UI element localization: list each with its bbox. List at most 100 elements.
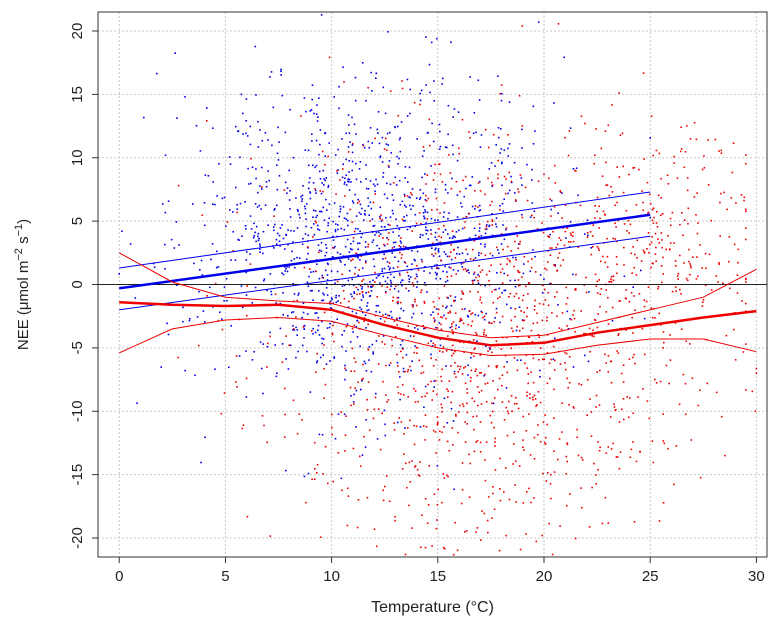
point-s0-c0-392 — [237, 238, 239, 241]
point-s0-c0-1118 — [251, 359, 254, 361]
point-s1-c0-492 — [494, 445, 496, 447]
point-s1-c1-22 — [689, 273, 691, 276]
point-s0-c0-929 — [216, 195, 218, 197]
point-s0-c0-137 — [309, 110, 312, 112]
point-s1-c0-407 — [438, 297, 441, 300]
point-s0-c0-784 — [419, 233, 422, 236]
point-s0-c0-187 — [286, 270, 289, 273]
point-s1-c0-348 — [455, 415, 457, 417]
point-s0-c0-1232 — [399, 246, 402, 248]
point-s0-c0-1198 — [234, 186, 237, 189]
point-s1-c1-129 — [662, 273, 664, 275]
point-s0-c0-581 — [164, 211, 167, 214]
point-s0-c0-507 — [521, 213, 523, 216]
point-s1-c0-685 — [314, 220, 317, 222]
point-s0-c0-672 — [447, 217, 449, 220]
point-s0-c0-445 — [554, 264, 556, 266]
point-s0-c0-728 — [532, 105, 535, 108]
point-s0-c0-415 — [424, 173, 426, 175]
point-s1-c0-401 — [396, 324, 398, 326]
point-s0-c0-359 — [541, 292, 544, 294]
point-s0-c0-226 — [447, 297, 449, 299]
point-s0-c0-431 — [312, 182, 315, 184]
point-s0-c0-662 — [495, 288, 497, 291]
point-s1-c0-517 — [460, 502, 463, 505]
point-s1-c0-469 — [302, 326, 305, 328]
point-s0-c0-714 — [478, 204, 481, 207]
point-s0-c0-1100 — [257, 239, 260, 242]
point-s0-c0-653 — [569, 127, 572, 129]
point-s1-c0-442 — [566, 227, 569, 229]
point-s0-c0-754 — [245, 132, 247, 135]
point-s0-c0-824 — [532, 249, 534, 251]
point-s0-c0-349 — [334, 245, 336, 248]
point-s1-c1-182 — [634, 253, 636, 256]
point-s0-c0-552 — [436, 465, 439, 467]
point-s1-c0-701 — [516, 235, 519, 237]
point-s0-c0-971 — [302, 185, 304, 187]
point-s0-c0-182 — [364, 214, 366, 216]
point-s1-c1-130 — [683, 262, 685, 264]
y-tick-label-0: -20 — [69, 527, 86, 549]
point-s0-c0-1172 — [300, 195, 302, 198]
point-s0-c0-688 — [432, 255, 435, 257]
point-s1-c0-555 — [447, 396, 449, 398]
point-s1-c0-1066 — [436, 422, 439, 425]
point-s0-c0-104 — [284, 270, 286, 272]
point-s1-c1-116 — [665, 248, 668, 251]
point-s1-c0-1038 — [327, 155, 329, 158]
point-s0-c0-303 — [477, 79, 480, 82]
point-s1-c0-256 — [506, 245, 509, 248]
point-s0-c0-706 — [223, 286, 226, 288]
point-s1-c0-367 — [524, 362, 526, 365]
point-s1-c0-694 — [534, 299, 536, 302]
point-s1-c0-547 — [451, 323, 453, 325]
point-s1-c0-470 — [508, 296, 510, 298]
point-s0-c0-1047 — [526, 163, 528, 166]
point-s0-c0-1241 — [587, 234, 589, 237]
point-s0-c0-1034 — [234, 125, 237, 128]
point-s1-c0-1122 — [544, 267, 546, 270]
point-s1-c0-566 — [177, 184, 180, 187]
point-s1-c0-218 — [331, 333, 334, 336]
point-s1-c0-1237 — [631, 272, 633, 274]
point-s1-c0-631 — [484, 254, 487, 257]
point-s0-c0-455 — [317, 316, 320, 319]
point-s0-c0-718 — [354, 193, 356, 196]
point-s0-c0-520 — [399, 240, 402, 242]
point-s1-c0-426 — [518, 271, 521, 274]
point-s0-c0-961 — [316, 361, 318, 364]
point-s0-c0-144 — [219, 311, 221, 313]
point-s0-c0-409 — [366, 305, 368, 307]
point-s1-c0-385 — [440, 236, 443, 239]
point-s1-c0-711 — [436, 416, 439, 418]
point-s1-c0-754 — [414, 466, 416, 468]
point-s0-c0-252 — [340, 261, 342, 263]
point-s1-c0-375 — [476, 439, 479, 442]
point-s1-c1-114 — [673, 162, 675, 164]
point-s1-c1-68 — [697, 275, 699, 278]
point-s0-c0-1081 — [529, 216, 532, 218]
point-s0-c0-766 — [279, 302, 282, 305]
point-s0-c0-428 — [320, 14, 323, 16]
point-s1-c0-353 — [519, 548, 522, 551]
point-s0-c0-118 — [244, 225, 247, 227]
point-s0-c0-529 — [338, 85, 340, 88]
point-s1-c0-506 — [470, 325, 473, 327]
point-s1-c1-25 — [586, 232, 589, 234]
point-s0-c0-962 — [160, 366, 162, 368]
point-s1-c0-1196 — [440, 403, 443, 406]
point-s1-c1-21 — [559, 191, 562, 193]
point-s0-c0-1179 — [335, 296, 337, 299]
point-s1-c0-163 — [355, 286, 358, 289]
point-s1-c0-572 — [436, 267, 439, 269]
point-s0-c0-361 — [623, 275, 626, 278]
point-s1-c0-824 — [446, 296, 448, 299]
point-s0-c0-347 — [419, 426, 422, 428]
point-s0-c0-390 — [327, 263, 329, 266]
point-s1-c0-1225 — [515, 259, 517, 261]
point-s1-c0-368 — [619, 300, 621, 302]
point-s0-c0-234 — [501, 184, 503, 187]
point-s0-c0-566 — [209, 286, 211, 289]
point-s1-c0-690 — [480, 389, 483, 392]
